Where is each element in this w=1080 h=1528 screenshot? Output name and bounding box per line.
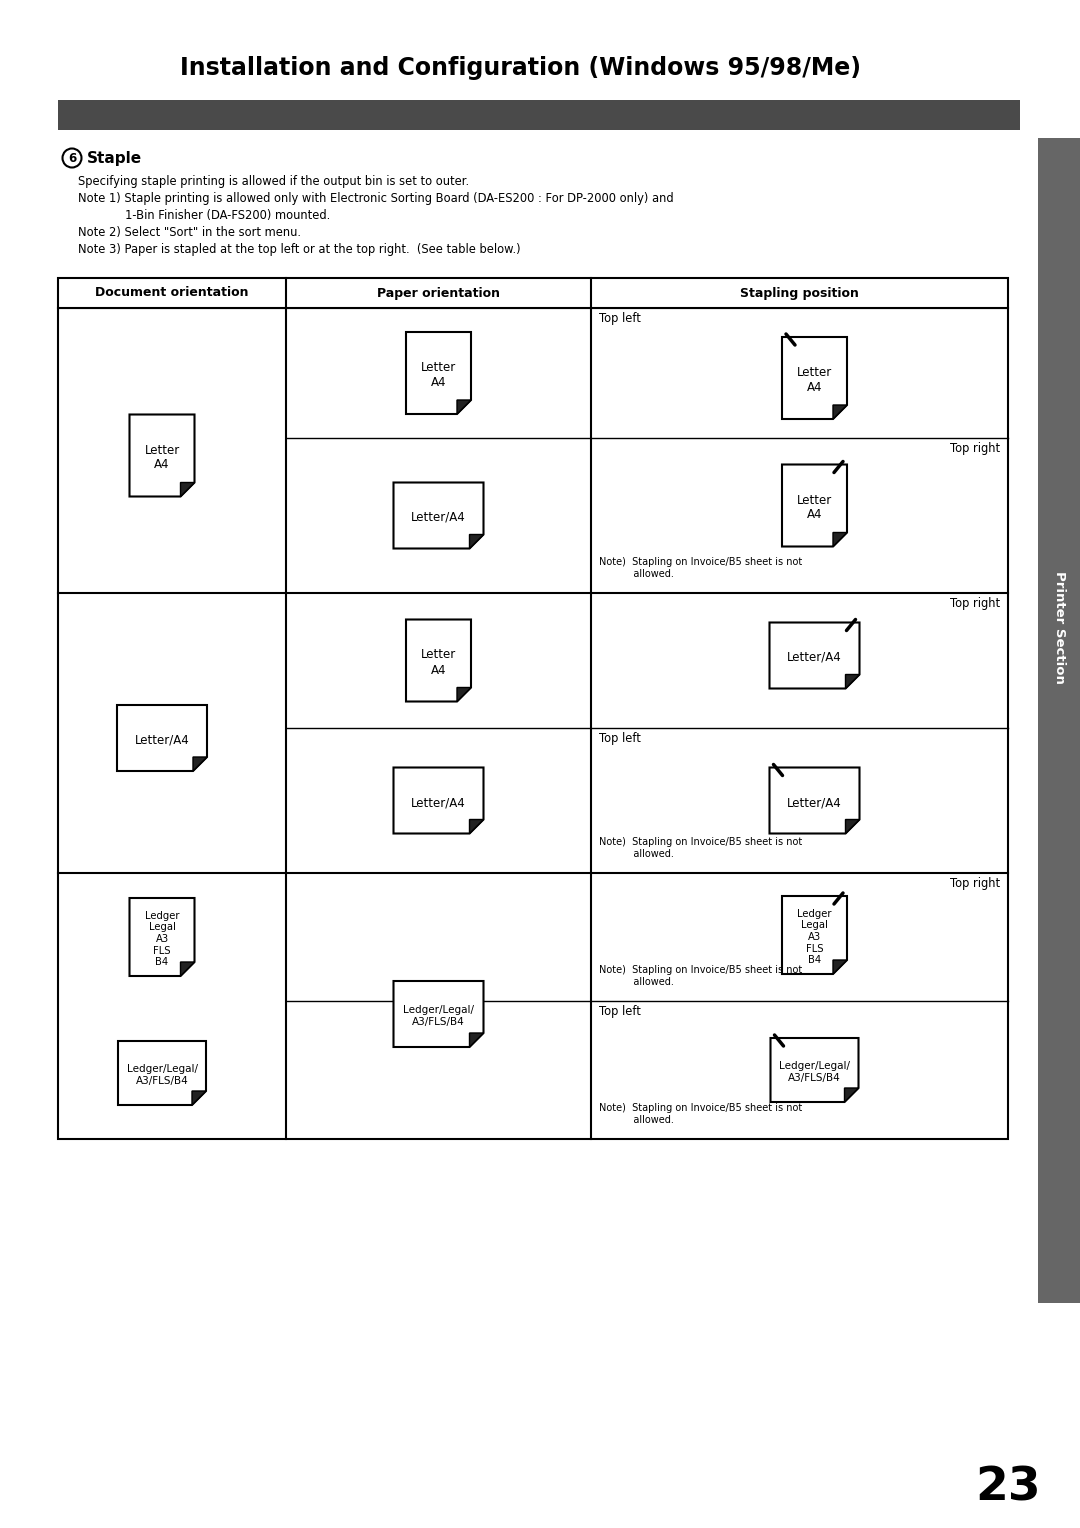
Text: 1-Bin Finisher (DA-FS200) mounted.: 1-Bin Finisher (DA-FS200) mounted.: [78, 209, 330, 222]
Polygon shape: [118, 1041, 206, 1105]
Text: Staple: Staple: [87, 150, 143, 165]
Text: Letter/A4: Letter/A4: [411, 510, 465, 524]
Text: Note)  Stapling on Invoice/B5 sheet is not
           allowed.: Note) Stapling on Invoice/B5 sheet is no…: [599, 966, 802, 987]
Text: Note)  Stapling on Invoice/B5 sheet is not
           allowed.: Note) Stapling on Invoice/B5 sheet is no…: [599, 837, 802, 859]
Text: Printer Section: Printer Section: [1053, 571, 1066, 683]
Polygon shape: [846, 819, 860, 833]
Polygon shape: [769, 622, 860, 689]
Text: Note 2) Select "Sort" in the sort menu.: Note 2) Select "Sort" in the sort menu.: [78, 226, 301, 238]
Text: 6: 6: [68, 151, 76, 165]
Polygon shape: [193, 756, 207, 772]
Bar: [1038, 138, 1080, 1303]
Text: Note)  Stapling on Invoice/B5 sheet is not
           allowed.: Note) Stapling on Invoice/B5 sheet is no…: [599, 1103, 802, 1125]
Polygon shape: [393, 767, 484, 833]
Polygon shape: [470, 535, 484, 549]
Text: Stapling position: Stapling position: [740, 287, 859, 299]
Text: Letter/A4: Letter/A4: [135, 733, 189, 747]
Text: Top left: Top left: [599, 732, 640, 746]
Text: Letter
A4: Letter A4: [797, 494, 832, 521]
Polygon shape: [180, 483, 194, 497]
Polygon shape: [833, 405, 847, 419]
Text: Top right: Top right: [950, 877, 1000, 889]
Polygon shape: [782, 895, 847, 973]
Text: Top left: Top left: [599, 1005, 640, 1018]
Polygon shape: [130, 898, 194, 976]
Polygon shape: [192, 1091, 206, 1105]
Polygon shape: [130, 414, 194, 497]
Polygon shape: [470, 819, 484, 833]
Text: Note)  Stapling on Invoice/B5 sheet is not
           allowed.: Note) Stapling on Invoice/B5 sheet is no…: [599, 558, 802, 579]
Polygon shape: [769, 767, 860, 833]
Polygon shape: [117, 704, 207, 772]
Polygon shape: [833, 960, 847, 973]
Text: Specifying staple printing is allowed if the output bin is set to outer.: Specifying staple printing is allowed if…: [78, 176, 469, 188]
Polygon shape: [833, 532, 847, 547]
Text: Ledger/Legal/
A3/FLS/B4: Ledger/Legal/ A3/FLS/B4: [126, 1063, 198, 1086]
Polygon shape: [457, 400, 471, 414]
Polygon shape: [470, 1033, 484, 1047]
Polygon shape: [782, 465, 847, 547]
Polygon shape: [393, 981, 484, 1047]
Bar: [58, 309, 1008, 1138]
Polygon shape: [393, 483, 484, 549]
Polygon shape: [782, 338, 847, 419]
Text: Note 3) Paper is stapled at the top left or at the top right.  (See table below.: Note 3) Paper is stapled at the top left…: [78, 243, 521, 257]
Polygon shape: [180, 963, 194, 976]
Text: Ledger
Legal
A3
FLS
B4: Ledger Legal A3 FLS B4: [797, 909, 832, 966]
Text: Letter
A4: Letter A4: [421, 361, 456, 390]
Text: Top right: Top right: [950, 597, 1000, 610]
Polygon shape: [457, 688, 471, 701]
Polygon shape: [770, 1038, 859, 1102]
Text: Letter/A4: Letter/A4: [787, 796, 842, 808]
Text: Letter
A4: Letter A4: [145, 443, 179, 472]
Text: Letter/A4: Letter/A4: [411, 796, 465, 808]
Text: Ledger
Legal
A3
FLS
B4: Ledger Legal A3 FLS B4: [145, 911, 179, 967]
Text: Ledger/Legal/
A3/FLS/B4: Ledger/Legal/ A3/FLS/B4: [403, 1005, 474, 1027]
Bar: [58, 99, 1020, 130]
Text: Top left: Top left: [599, 312, 640, 325]
Bar: [58, 278, 1008, 309]
Text: Top right: Top right: [950, 442, 1000, 455]
Text: Letter
A4: Letter A4: [421, 648, 456, 677]
Polygon shape: [406, 619, 471, 701]
Text: Paper orientation: Paper orientation: [377, 287, 500, 299]
Text: 23: 23: [975, 1465, 1041, 1511]
Text: Note 1) Staple printing is allowed only with Electronic Sorting Board (DA-ES200 : Note 1) Staple printing is allowed only …: [78, 193, 674, 205]
Text: Letter
A4: Letter A4: [797, 367, 832, 394]
Polygon shape: [846, 674, 860, 689]
Text: Document orientation: Document orientation: [95, 287, 248, 299]
Text: Ledger/Legal/
A3/FLS/B4: Ledger/Legal/ A3/FLS/B4: [779, 1062, 850, 1083]
Polygon shape: [845, 1088, 859, 1102]
Text: Installation and Configuration (Windows 95/98/Me): Installation and Configuration (Windows …: [179, 57, 861, 79]
Text: Letter/A4: Letter/A4: [787, 651, 842, 665]
Polygon shape: [406, 332, 471, 414]
